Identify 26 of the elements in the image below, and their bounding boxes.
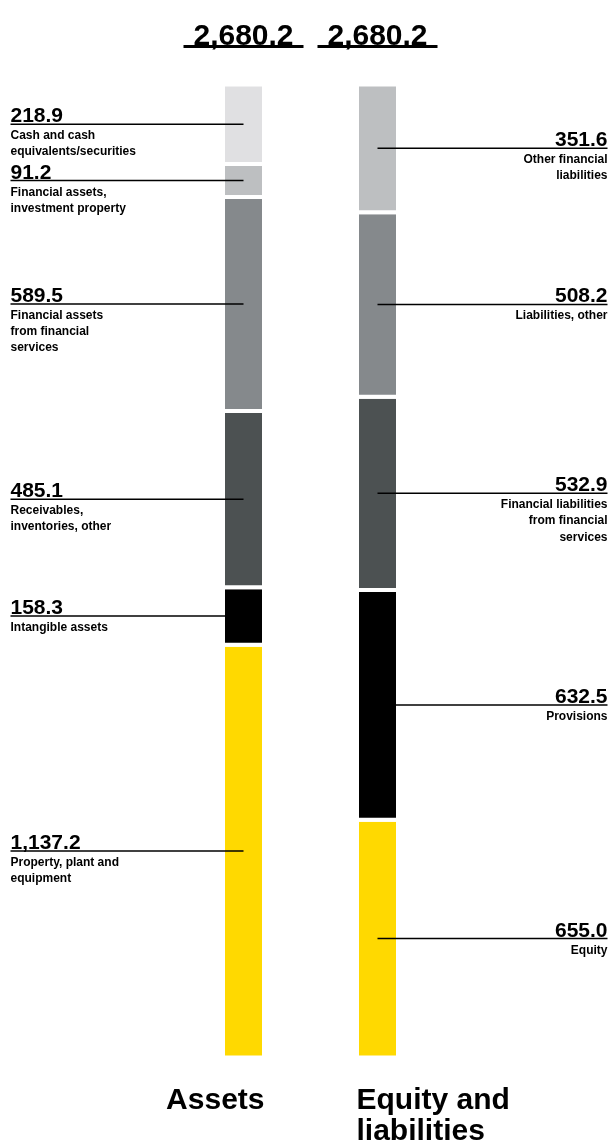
text: Provisions <box>546 708 608 723</box>
x-tick-label: Equity and liabilities <box>356 1081 510 1146</box>
data-label: 508.2 <box>554 283 608 307</box>
text: Liabilities, other <box>515 308 608 323</box>
text: Financial assets from financial services <box>10 308 104 355</box>
data-label: 485.1 <box>10 478 64 502</box>
data-label: 589.5 <box>10 283 64 307</box>
text: Intangible assets <box>10 619 109 634</box>
text: Receivables, inventories, other <box>10 503 112 534</box>
data-label: 91.2 <box>10 159 52 183</box>
text: Property, plant and equipment <box>10 855 119 886</box>
text: Cash and cash equivalents/securities <box>10 128 137 159</box>
data-label: 351.6 <box>554 127 608 151</box>
data-label: 532.9 <box>554 472 608 496</box>
total-label: 2,680.2 <box>193 17 294 51</box>
data-label: 1,137.2 <box>10 830 81 854</box>
text: Financial assets, investment property <box>10 184 127 215</box>
text: Equity <box>570 942 608 957</box>
total-label: 2,680.2 <box>327 17 428 51</box>
data-label: 655.0 <box>554 917 608 941</box>
text: Other financial liabilities <box>523 152 608 183</box>
data-label: 632.5 <box>554 683 608 707</box>
data-label: 218.9 <box>10 103 64 127</box>
x-tick-label: Assets <box>166 1081 265 1115</box>
text: Financial liabilities from financial services <box>500 497 608 544</box>
data-label: 158.3 <box>10 594 64 618</box>
